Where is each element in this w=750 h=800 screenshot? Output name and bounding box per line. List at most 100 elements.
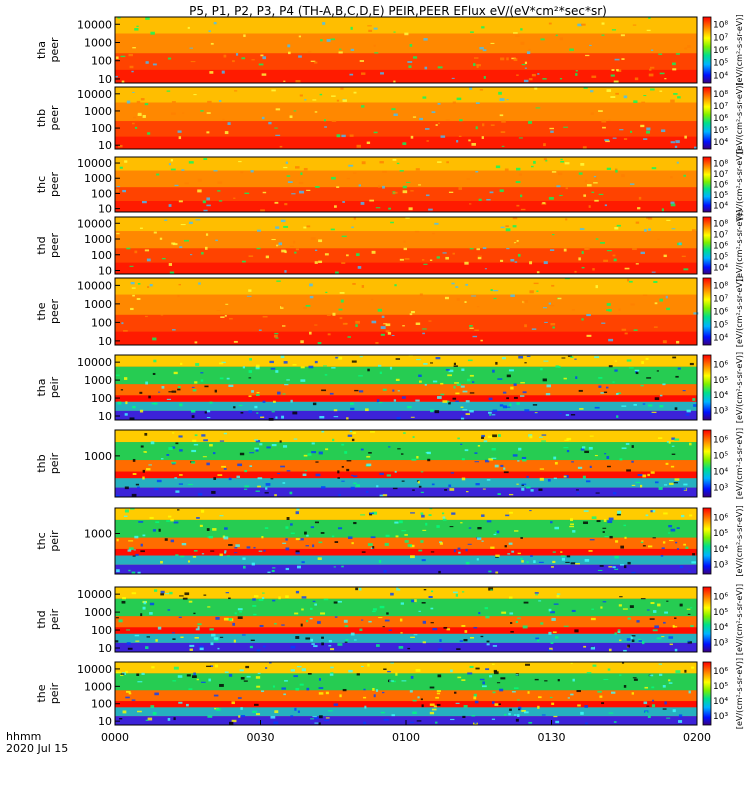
- energy-band: [115, 121, 697, 137]
- y-tick-label: 100: [91, 698, 112, 711]
- panel-frame: [114, 429, 698, 498]
- panel-frame: [114, 507, 698, 575]
- colorbar-tick-label: 10⁵: [713, 252, 728, 262]
- y-axis-product-label: peer: [48, 233, 61, 259]
- y-axis-probe-label: thc: [35, 176, 48, 193]
- colorbar-tick-label: 10³: [713, 561, 728, 571]
- y-tick-label: 1000: [84, 527, 112, 540]
- panel-thb-peir: 1000 thb peir 10³ 10⁴ 10⁵ 10⁶ [eV/(cm²-s-sr-eV)…: [35, 428, 744, 499]
- panel-tha-peir: 10 100 1000 10000 tha peir 10³ 10⁴ 10⁵ 10⁶ [eV/(cm…: [35, 352, 744, 423]
- colorbar-unit-label: [eV/(cm²-s-sr-eV)]: [735, 82, 744, 153]
- energy-band: [115, 707, 697, 717]
- y-tick-label: 100: [91, 55, 112, 68]
- colorbar-tick-label: 10⁷: [713, 231, 728, 241]
- colorbar-tick-label: 10⁸: [713, 220, 728, 230]
- y-axis-probe-label: thc: [35, 532, 48, 549]
- energy-band: [115, 564, 697, 574]
- colorbar-tick-label: 10⁵: [713, 376, 728, 386]
- panel-the-peir: 10 100 1000 10000 the peir 10³ 10⁴ 10⁵ 10⁶ [eV/(cm…: [35, 658, 744, 729]
- energy-band: [115, 487, 697, 497]
- energy-band: [115, 395, 697, 402]
- y-tick-label: 1000: [84, 233, 112, 246]
- energy-band: [115, 701, 697, 708]
- colorbar-tick-label: 10⁷: [713, 170, 728, 180]
- panel-frame: [114, 586, 698, 653]
- colorbar-tick-label: 10⁵: [713, 191, 728, 201]
- y-tick-label: 10000: [77, 356, 112, 369]
- energy-band: [115, 548, 697, 556]
- panel-thc-peir: 1000 thc peir 10³ 10⁴ 10⁵ 10⁶ [eV/(cm²-s-sr-eV)…: [35, 505, 744, 576]
- colorbar-tick-label: 10⁴: [713, 545, 728, 555]
- colorbar-unit-label: [eV/(cm²-s-sr-eV)]: [735, 210, 744, 281]
- colorbar-tick-label: 10⁴: [713, 71, 728, 81]
- speckle-texture: [115, 158, 686, 212]
- energy-band: [115, 102, 697, 122]
- colorbar-tick-label: 10⁵: [713, 59, 728, 69]
- colorbar-tick-label: 10⁸: [713, 90, 728, 100]
- y-axis-product-label: peir: [48, 682, 61, 704]
- colorbar-tick-label: 10⁵: [713, 452, 728, 462]
- y-tick-label: 10: [98, 203, 112, 216]
- y-tick-label: 10000: [77, 88, 112, 101]
- energy-band: [115, 314, 697, 332]
- colorbar-tick-label: 10⁵: [713, 682, 728, 692]
- colorbar-tick-label: 10⁶: [713, 308, 728, 318]
- energy-band: [115, 460, 697, 472]
- y-axis-product-label: peer: [48, 299, 61, 325]
- y-tick-label: 1000: [84, 298, 112, 311]
- energy-band: [115, 690, 697, 702]
- y-axis-probe-label: thd: [35, 610, 48, 628]
- colorbar: [702, 216, 712, 275]
- energy-band: [115, 355, 697, 367]
- colorbar-tick-label: 10⁴: [713, 467, 728, 477]
- y-tick-label: 100: [91, 392, 112, 405]
- colorbar-tick-label: 10³: [713, 712, 728, 722]
- y-tick-label: 10: [98, 73, 112, 86]
- colorbar-tick-label: 10⁶: [713, 242, 728, 252]
- panel-frame: [114, 156, 698, 213]
- colorbar-tick-label: 10⁴: [713, 333, 728, 343]
- energy-band: [115, 401, 697, 411]
- colorbar-tick-label: 10³: [713, 639, 728, 649]
- colorbar-tick-label: 10⁴: [713, 697, 728, 707]
- colorbar: [702, 16, 712, 84]
- y-tick-label: 100: [91, 249, 112, 262]
- y-axis-probe-label: thb: [35, 454, 48, 472]
- colorbar-tick-label: 10⁶: [713, 360, 728, 370]
- energy-band: [115, 442, 697, 461]
- y-axis-probe-label: tha: [35, 41, 48, 59]
- y-axis-product-label: peir: [48, 530, 61, 552]
- energy-band: [115, 627, 697, 634]
- energy-band: [115, 248, 697, 263]
- energy-band: [115, 508, 697, 520]
- colorbar-unit-label: [eV/(cm²-s-sr-eV)]: [735, 584, 744, 655]
- energy-band: [115, 616, 697, 628]
- colorbar-tick-label: 10³: [713, 483, 728, 493]
- y-tick-label: 1000: [84, 680, 112, 693]
- colorbar: [702, 354, 712, 421]
- speckle-texture: [115, 587, 694, 653]
- y-tick-label: 10: [98, 715, 112, 728]
- energy-band: [115, 410, 697, 420]
- colorbar-tick-label: 10⁶: [713, 114, 728, 124]
- y-axis-product-label: peer: [48, 172, 61, 198]
- energy-band: [115, 187, 697, 201]
- y-tick-label: 10: [98, 139, 112, 152]
- colorbar: [702, 156, 712, 213]
- panel-frame: [114, 354, 698, 421]
- y-tick-label: 10000: [77, 18, 112, 31]
- colorbar-tick-label: 10⁸: [713, 159, 728, 169]
- energy-band: [115, 366, 697, 385]
- energy-band: [115, 69, 697, 83]
- energy-band: [115, 201, 697, 212]
- y-tick-label: 10000: [77, 217, 112, 230]
- energy-band: [115, 278, 697, 295]
- colorbar: [702, 86, 712, 150]
- x-tick-label: 0200: [683, 731, 711, 744]
- y-tick-label: 100: [91, 316, 112, 329]
- y-tick-label: 100: [91, 187, 112, 200]
- colorbar-tick-label: 10⁵: [713, 529, 728, 539]
- colorbar-tick-label: 10⁵: [713, 126, 728, 136]
- y-tick-label: 10000: [77, 157, 112, 170]
